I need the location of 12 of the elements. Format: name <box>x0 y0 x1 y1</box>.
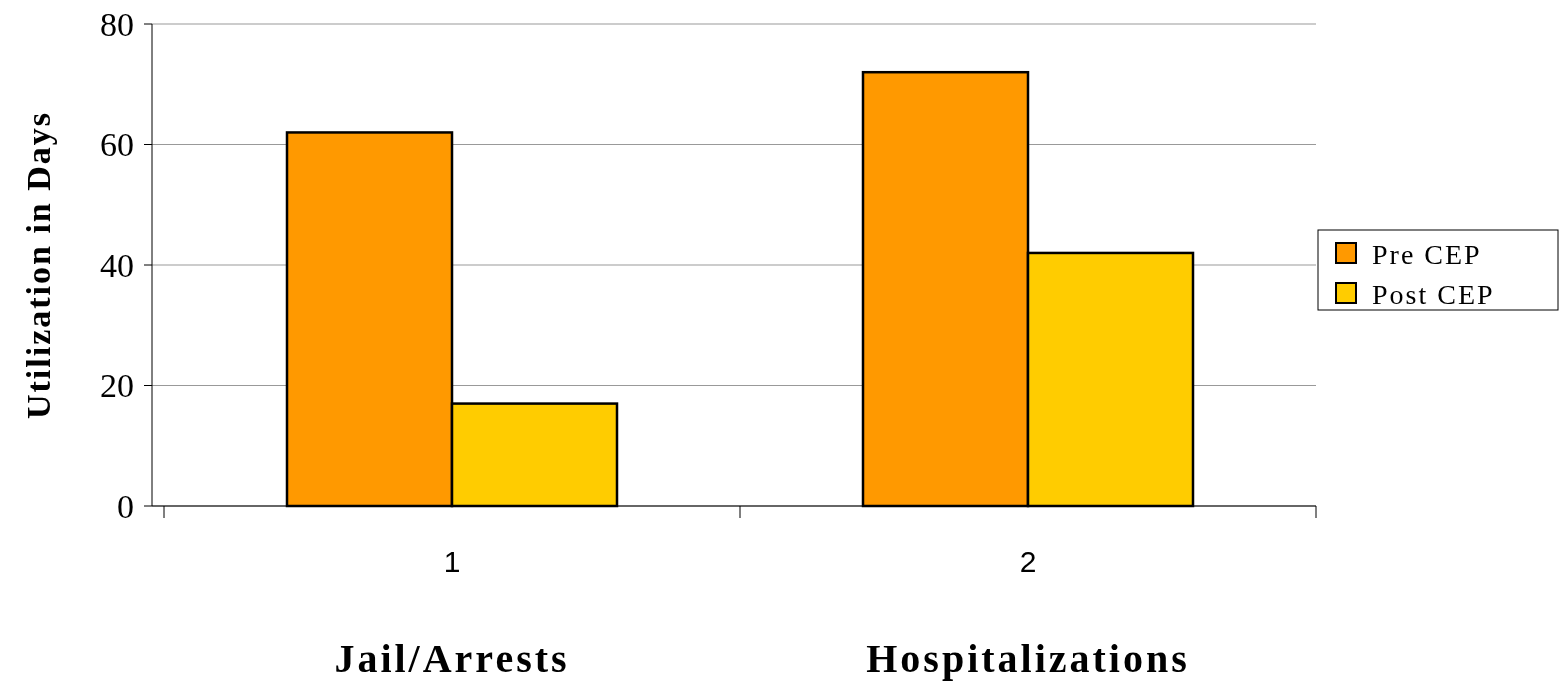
y-axis-title: Utilization in Days <box>20 110 57 420</box>
y-tick-label: 80 <box>100 5 134 43</box>
x-tick-label: 2 <box>1019 545 1037 578</box>
y-tick-label: 60 <box>100 126 134 164</box>
x-tick-label: 1 <box>443 545 461 578</box>
y-tick-label: 0 <box>117 487 134 525</box>
y-tick-label: 40 <box>100 246 134 284</box>
legend-label: Pre CEP <box>1372 238 1482 270</box>
y-tick-label: 20 <box>100 367 134 405</box>
legend-label: Post CEP <box>1372 278 1495 310</box>
text: Jail/Arrests <box>334 636 570 681</box>
text: Hospitalizations <box>866 636 1190 681</box>
